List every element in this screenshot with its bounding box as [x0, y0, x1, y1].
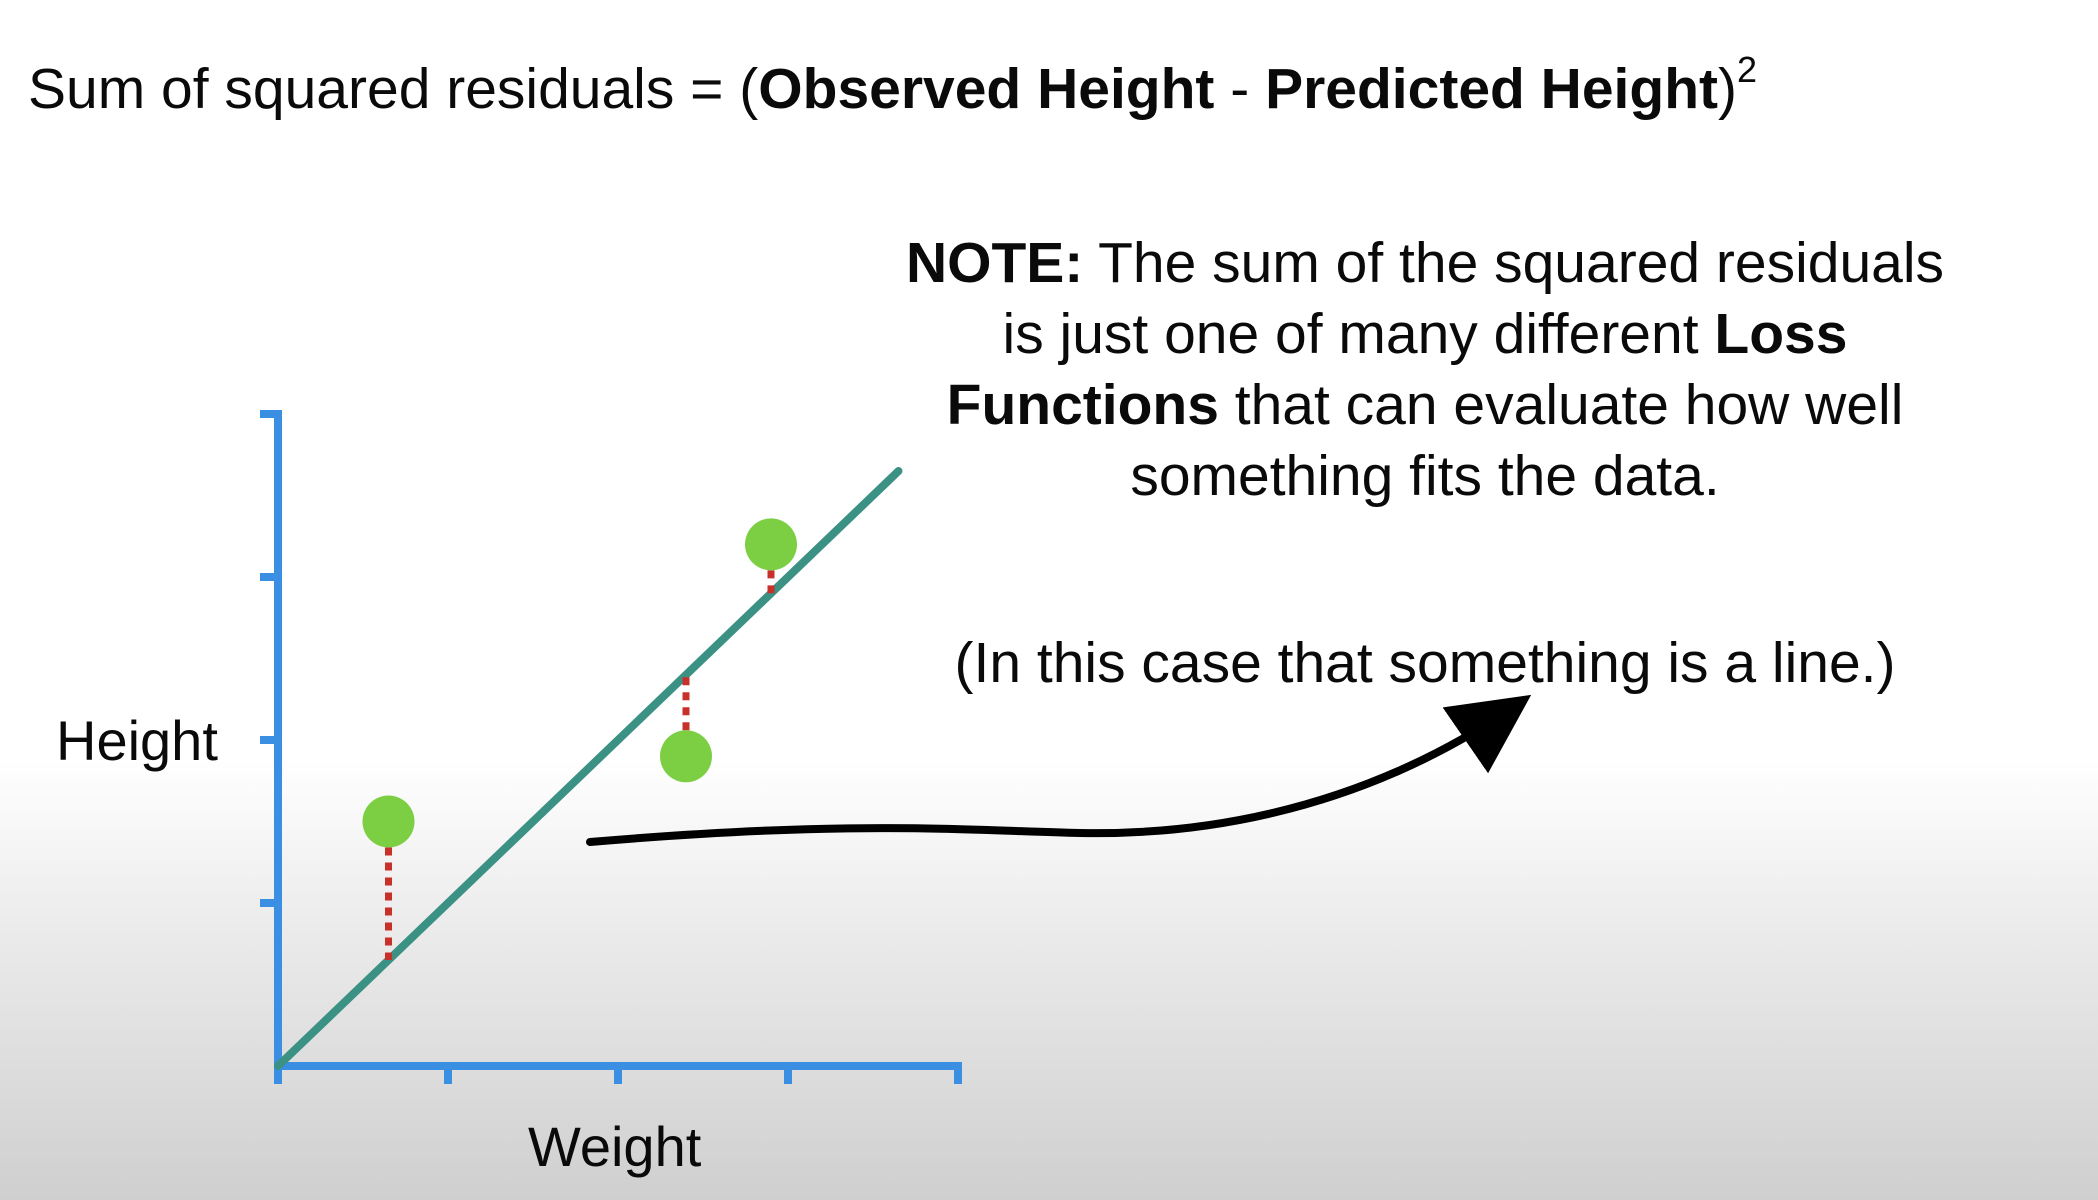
data-point [362, 795, 415, 848]
title-exponent: 2 [1736, 49, 1758, 90]
title-prefix: Sum of squared residuals = ( [28, 57, 759, 121]
axes [260, 410, 962, 1084]
note-text-2: that can evaluate how well something fit… [1130, 373, 1904, 508]
note-case: (In this case that something is a line.) [954, 631, 1896, 695]
title-minus: - [1214, 57, 1266, 121]
data-points [362, 518, 797, 848]
title-close: ) [1718, 57, 1737, 121]
x-axis-label: Weight [528, 1115, 702, 1178]
data-point [660, 730, 712, 783]
data-point [745, 518, 797, 571]
y-axis-label: Height [56, 709, 218, 772]
page-title: Sum of squared residuals = (Observed Hei… [28, 38, 1757, 127]
note-text-1: The sum of the squared residuals is just… [1002, 231, 1945, 366]
residuals [385, 570, 775, 961]
title-predicted: Predicted Height [1265, 57, 1718, 121]
title-observed: Observed Height [758, 57, 1215, 121]
fit-line [274, 467, 903, 1070]
pointer-arrow [586, 694, 1532, 846]
note-label: NOTE: [905, 231, 1084, 295]
note-loss-functions: Loss Functions [946, 302, 1848, 437]
fit-line-group [274, 467, 903, 1070]
note-text: NOTE: The sum of the squared residuals i… [900, 228, 1950, 512]
